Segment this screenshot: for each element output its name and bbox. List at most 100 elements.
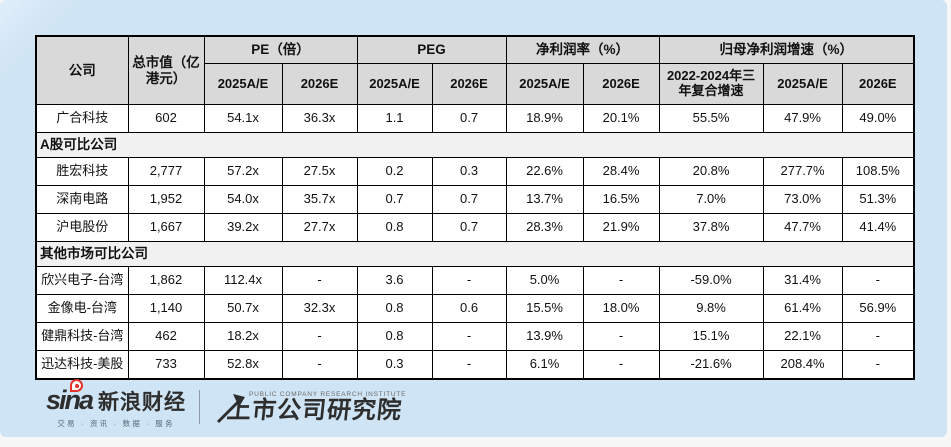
value-cell: 0.8 [356,322,433,351]
arrow-icon [216,393,246,423]
value-cell: 15.1% [658,322,764,351]
company-cell: 广合科技 [35,104,129,133]
value-cell: 27.5x [281,157,358,186]
value-cell: -21.6% [658,350,764,380]
value-cell: 462 [127,322,205,351]
value-cell: 13.9% [505,322,584,351]
footer-logo: sina 新浪财经 交易 · 资讯 · 数据 · 服务 PUBLIC COMPA… [46,379,407,429]
section-row-label: 其他市场可比公司 [35,241,915,267]
value-cell: - [431,266,507,295]
company-cell: 欣兴电子-台湾 [35,266,129,295]
col-header-margin-2025: 2025A/E [505,63,584,105]
col-group-peg: PEG [356,35,507,64]
value-cell: 15.5% [505,294,584,323]
value-cell: 56.9% [841,294,915,323]
value-cell: 277.7% [762,157,843,186]
header-sub-row: 2025A/E 2026E 2025A/E 2026E 2025A/E 2026… [36,63,915,105]
value-cell: 16.5% [582,185,660,214]
value-cell: 0.8 [356,294,433,323]
sina-finance-logo: sina 新浪财经 交易 · 资讯 · 数据 · 服务 [46,379,186,429]
value-cell: 0.3 [356,350,433,380]
value-cell: - [841,350,915,380]
value-cell: 37.8% [658,213,764,242]
value-cell: 0.2 [356,157,433,186]
value-cell: 5.0% [505,266,584,295]
value-cell: 61.4% [762,294,843,323]
section-row: A股可比公司 [35,132,915,158]
value-cell: 108.5% [841,157,915,186]
value-cell: - [841,322,915,351]
value-cell: - [582,322,660,351]
value-cell: 13.7% [505,185,584,214]
value-cell: 20.8% [658,157,764,186]
value-cell: 32.3x [281,294,358,323]
value-cell: 1.1 [356,104,433,133]
table-row: 胜宏科技 2,777 57.2x 27.5x 0.2 0.3 22.6% 28.4% 20.8%… [35,157,915,186]
table-header: 公司 总市值（亿港元） PE（倍） PEG 净利润率（%） 归母净利润增速（%）… [35,35,915,105]
institute-english-label: PUBLIC COMPANY RESEARCH INSTITUTE [249,390,407,398]
table-row: 深南电路 1,952 54.0x 35.7x 0.7 0.7 13.7% 16.5% 7.0% 7… [35,185,915,214]
value-cell: 1,140 [127,294,205,323]
value-cell: 112.4x [203,266,283,295]
value-cell: 51.3% [841,185,915,214]
value-cell: 6.1% [505,350,584,380]
value-cell: 20.1% [582,104,660,133]
value-cell: - [281,322,358,351]
value-cell: - [841,266,915,295]
value-cell: 602 [127,104,205,133]
value-cell: 52.8x [203,350,283,380]
value-cell: 54.0x [203,185,283,214]
value-cell: - [281,266,358,295]
institute-label: 上市公司研究院 [225,396,404,424]
table-row: 迅达科技-美股 733 52.8x -0.3-6.1% - -21.6% 208.4% - [35,350,915,380]
col-group-net-margin: 净利润率（%） [505,35,660,64]
value-cell: 22.1% [762,322,843,351]
comparison-table-wrap: 公司 总市值（亿港元） PE（倍） PEG 净利润率（%） 归母净利润增速（%）… [35,35,916,380]
company-cell: 胜宏科技 [35,157,129,186]
value-cell: 2,777 [127,157,205,186]
col-header-market-cap: 总市值（亿港元） [127,35,205,105]
section-row: 其他市场可比公司 [35,241,915,267]
table-row: 沪电股份 1,667 39.2x 27.7x 0.8 0.7 28.3% 21.9% 37.8%… [35,213,915,242]
value-cell: 36.3x [281,104,358,133]
table-row: 广合科技 602 54.1x 36.3x 1.1 0.7 18.9% 20.1% 55.5% 47… [35,104,915,133]
value-cell: 0.7 [356,185,433,214]
col-header-pe-2026: 2026E [281,63,358,105]
col-group-profit-growth: 归母净利润增速（%） [658,35,915,64]
value-cell: - [281,350,358,380]
col-header-margin-2026: 2026E [582,63,660,105]
section-row-label: A股可比公司 [35,132,915,158]
value-cell: - [431,322,507,351]
value-cell: 55.5% [658,104,764,133]
value-cell: 31.4% [762,266,843,295]
value-cell: 18.0% [582,294,660,323]
value-cell: 18.2x [203,322,283,351]
value-cell: 47.7% [762,213,843,242]
value-cell: 0.7 [431,213,507,242]
sina-logo-row: sina 新浪财经 [46,379,186,414]
value-cell: 50.7x [203,294,283,323]
table-body: 广合科技 602 54.1x 36.3x 1.1 0.7 18.9% 20.1% 55.5% 47… [35,104,915,380]
value-cell: 28.3% [505,213,584,242]
value-cell: 39.2x [203,213,283,242]
research-institute-logo: PUBLIC COMPANY RESEARCH INSTITUTE 上市公司研究… [213,390,407,424]
sina-tagline: 交易 · 资讯 · 数据 · 服务 [57,419,175,428]
logo-divider [199,390,201,424]
value-cell: 0.7 [431,185,507,214]
value-cell: - [582,350,660,380]
value-cell: -59.0% [658,266,764,295]
col-header-pe-2025: 2025A/E [203,63,283,105]
company-cell: 健鼎科技-台湾 [35,322,129,351]
value-cell: 54.1x [203,104,283,133]
table-row: 金像电-台湾 1,140 50.7x 32.3x 0.8 0.6 15.5% 18.0% 9.8… [35,294,915,323]
sina-eye-icon [70,379,83,392]
value-cell: 41.4% [841,213,915,242]
col-header-growth-2025: 2025A/E [762,63,843,105]
value-cell: 35.7x [281,185,358,214]
header-group-row: 公司 总市值（亿港元） PE（倍） PEG 净利润率（%） 归母净利润增速（%） [35,35,915,105]
col-header-company: 公司 [35,35,129,105]
value-cell: 73.0% [762,185,843,214]
value-cell: 57.2x [203,157,283,186]
value-cell: 0.6 [431,294,507,323]
value-cell: - [431,350,507,380]
